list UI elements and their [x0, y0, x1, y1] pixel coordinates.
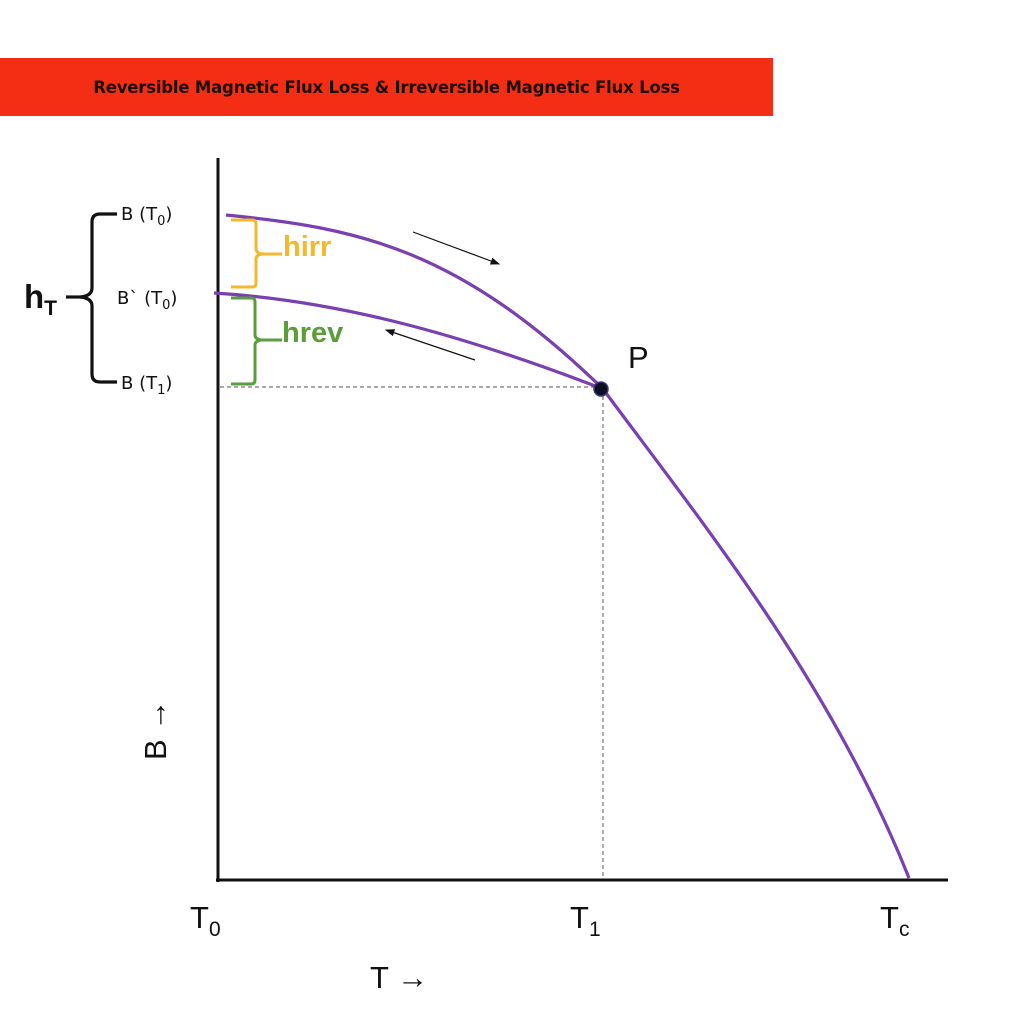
b-prime-t0-label: B` (T0): [117, 288, 177, 313]
title-banner: Reversible Magnetic Flux Loss & Irrevers…: [0, 58, 773, 116]
lower-recovery-curve: [213, 291, 604, 391]
ht-label-main: h: [24, 278, 44, 315]
tc-tick-subscript: c: [899, 918, 910, 941]
point-p-marker: [593, 381, 609, 397]
x-axis-title: T →: [370, 960, 428, 995]
hirr-label: hirr: [283, 231, 331, 263]
tc-tick-label: Tc: [880, 900, 909, 941]
upper-demagnetization-curve: [225, 213, 605, 391]
t1-tick-label: T1: [570, 900, 601, 941]
b-prime-t0-label-subscript: 0: [162, 298, 170, 313]
title-text: Reversible Magnetic Flux Loss & Irrevers…: [93, 77, 680, 97]
ht-label-subscript: T: [44, 297, 57, 320]
b-t0-label: B (T0): [121, 204, 172, 229]
heating-direction-arrow: [412, 231, 501, 265]
point-p-label: P: [628, 340, 649, 375]
t0-tick-label: T0: [190, 900, 221, 941]
cooling-direction-arrow: [384, 329, 476, 361]
t0-tick-subscript: 0: [209, 918, 221, 941]
b-prime-t0-label-close: ): [170, 288, 177, 309]
ht-label: hT: [24, 278, 57, 320]
hirr-bracket: [231, 218, 263, 289]
b-t1-label-subscript: 1: [157, 383, 165, 398]
b-t0-label-subscript: 0: [157, 214, 165, 229]
t1-tick-main: T: [570, 900, 589, 935]
hrev-label: hrev: [282, 317, 343, 349]
high-temperature-curve: [601, 388, 911, 879]
b-t1-label-main: B (T: [121, 373, 158, 394]
b-prime-t0-label-main: B` (T: [117, 288, 163, 309]
y-axis-title: B →: [138, 700, 173, 760]
b-t1-label: B (T1): [121, 373, 172, 398]
b-t0-label-close: ): [165, 204, 172, 225]
b-t0-label-main: B (T: [121, 204, 158, 225]
b-t1-label-close: ): [165, 373, 172, 394]
tc-tick-main: T: [880, 900, 899, 935]
hrev-bracket: [231, 296, 262, 386]
t1-tick-subscript: 1: [589, 918, 601, 941]
ht-brace: [79, 212, 117, 384]
t0-tick-main: T: [190, 900, 209, 935]
